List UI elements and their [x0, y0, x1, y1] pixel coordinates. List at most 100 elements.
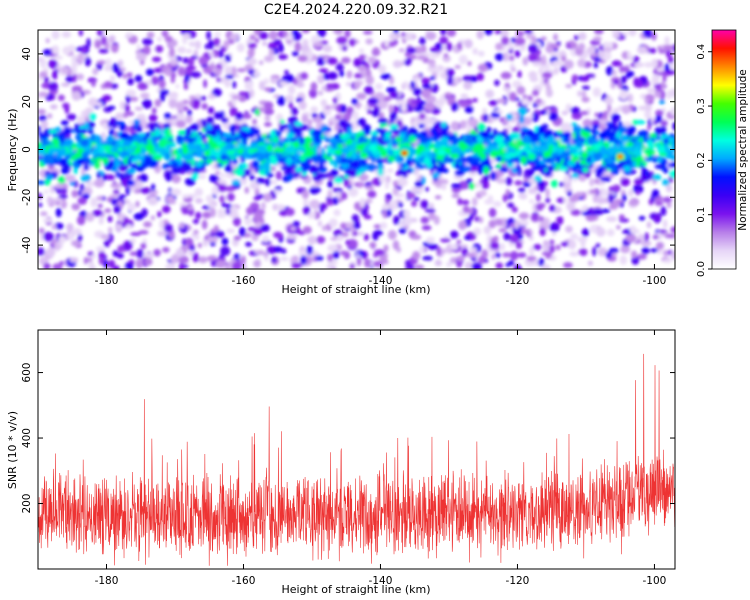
spectrogram-xtick-label: -160 — [232, 275, 256, 287]
spectrogram-cell — [503, 87, 510, 92]
spectrogram-cell — [326, 145, 331, 154]
spectrogram-cell — [76, 129, 81, 135]
spectrogram-cell — [38, 149, 44, 156]
spectrogram-ytick-label: -40 — [21, 237, 33, 254]
spectrogram-cell — [437, 149, 446, 156]
spectrogram-cell — [77, 197, 88, 205]
spectrogram-cell — [499, 166, 509, 173]
spectrogram-cell — [627, 126, 632, 134]
spectrogram-cell — [528, 199, 535, 204]
spectrogram-cell — [134, 106, 143, 111]
spectrogram-cell — [126, 179, 135, 187]
spectrogram-cell — [39, 71, 48, 78]
spectrogram-cell — [371, 109, 380, 117]
spectrogram-cell — [258, 80, 266, 91]
spectrogram-cell — [247, 48, 255, 58]
spectrogram-cell — [401, 32, 406, 37]
spectrogram-cell — [157, 230, 167, 237]
spectrogram-cell — [580, 240, 586, 248]
spectrogram-cell — [581, 90, 587, 98]
spectrogram-cell — [600, 176, 612, 182]
spectrogram-cell — [364, 85, 374, 95]
spectrogram-cell — [420, 199, 429, 209]
spectrogram-cell — [543, 240, 549, 246]
spectrogram-cell — [220, 172, 225, 178]
spectrogram-cell — [535, 203, 544, 212]
spectrogram-cell — [164, 152, 171, 161]
spectrogram-cell — [263, 78, 269, 85]
spectrogram-cell — [288, 137, 299, 142]
spectrogram-cell — [460, 93, 469, 99]
spectrogram-cell — [264, 115, 271, 122]
spectrogram-cell — [290, 256, 296, 265]
spectrogram-cell — [534, 175, 542, 182]
spectrogram-cell — [451, 136, 459, 145]
spectrogram-cell — [571, 156, 576, 164]
colorbar-frame — [711, 29, 737, 270]
spectrogram-cell — [152, 156, 162, 161]
spectrogram-cell — [116, 223, 123, 231]
chart-title: C2E4.2024.220.09.32.R21 — [264, 2, 448, 18]
spectrogram-cell — [397, 169, 407, 174]
spectrogram-cell — [531, 35, 537, 44]
colorbar-tick-label: 0.4 — [696, 44, 707, 60]
spectrogram-cell — [332, 196, 339, 205]
spectrogram-cell — [60, 66, 70, 74]
spectrogram-cell — [178, 255, 189, 264]
spectrogram-cell — [342, 112, 351, 122]
spectrogram-cell — [341, 57, 351, 64]
spectrogram-cell — [130, 232, 142, 237]
spectrogram-cell — [59, 148, 67, 155]
spectrogram-cell — [365, 69, 372, 77]
spectrogram-cell — [262, 161, 268, 170]
spectrogram-cell — [200, 95, 207, 101]
spectrogram-cell — [291, 262, 303, 269]
spectrogram-cell — [307, 119, 313, 126]
spectrogram-cell — [39, 232, 45, 242]
spectrogram-cell — [580, 130, 591, 138]
spectrogram-cell — [358, 48, 365, 54]
spectrogram-cell — [115, 171, 120, 178]
spectrogram-cell — [529, 76, 539, 83]
spectrogram-cell — [220, 154, 228, 161]
spectrogram-cell — [418, 123, 426, 129]
spectrogram-cell — [129, 251, 139, 256]
spectrogram-cell — [525, 160, 535, 165]
spectrogram-ytick-label: 20 — [21, 95, 33, 108]
spectrogram-cell — [377, 100, 389, 110]
spectrogram-cell — [255, 194, 266, 199]
spectrogram-cell — [252, 227, 263, 236]
spectrogram-cell — [226, 193, 235, 202]
spectrogram-cell — [264, 55, 274, 63]
spectrogram-cell — [142, 38, 153, 46]
spectrogram-cell — [336, 191, 342, 200]
spectrogram-cell — [431, 130, 437, 137]
spectrogram-cell — [620, 177, 630, 187]
spectrogram-cell — [338, 119, 348, 128]
spectrogram-cell — [269, 130, 276, 138]
spectrogram-cell — [127, 77, 134, 86]
spectrogram-cell — [666, 89, 672, 100]
spectrogram-cell — [420, 130, 428, 135]
spectrogram-cell — [493, 151, 501, 157]
spectrogram-cell — [107, 120, 113, 128]
spectrogram-cell — [587, 260, 594, 266]
spectrogram-cell — [489, 242, 500, 250]
spectrogram-cell — [582, 167, 589, 173]
spectrogram-cell — [38, 91, 49, 98]
spectrogram-cell — [665, 49, 672, 59]
spectrogram-cell — [317, 30, 327, 38]
spectrogram-cell — [503, 51, 509, 62]
spectrogram-cell — [190, 158, 196, 167]
spectrogram-cell — [514, 37, 526, 46]
spectrogram-cell — [366, 109, 372, 114]
spectrogram-cell — [356, 92, 367, 100]
spectrogram-cell — [556, 216, 562, 223]
spectrogram-cell — [517, 107, 527, 116]
spectrogram-cell — [403, 209, 411, 218]
spectrogram-cell — [75, 46, 84, 52]
spectrogram-cell — [48, 59, 58, 69]
spectrogram-cell — [264, 87, 272, 92]
spectrogram-cell — [605, 66, 614, 76]
spectrogram-cell — [482, 107, 487, 115]
